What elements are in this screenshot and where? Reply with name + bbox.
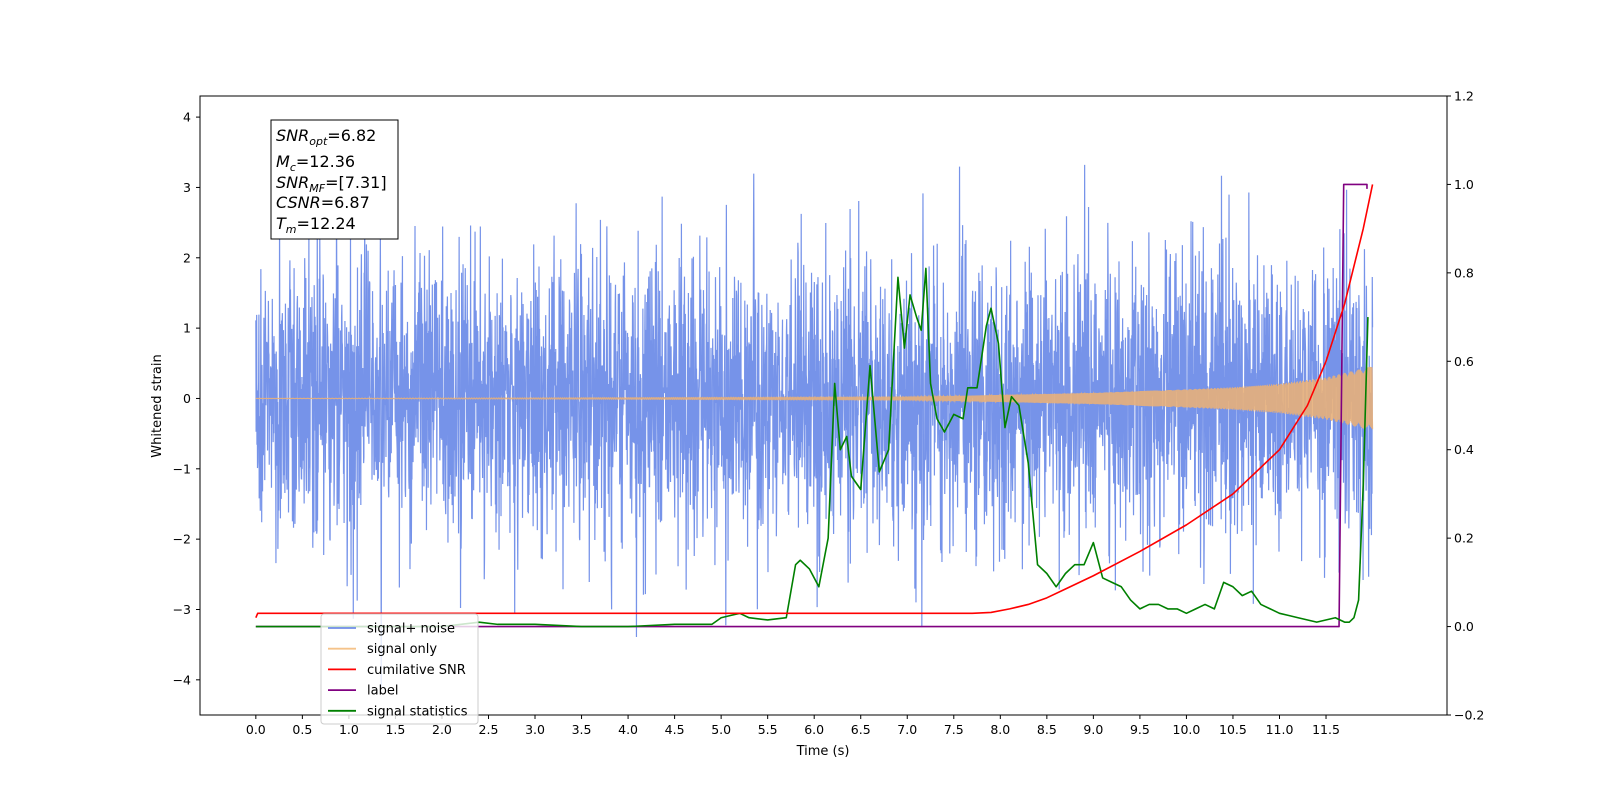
x-tick-label: 7.0 [897, 722, 917, 737]
legend-label: signal statistics [367, 704, 468, 719]
x-axis-label: Time (s) [796, 744, 850, 759]
y2-tick-label: 0.0 [1454, 619, 1474, 634]
x-tick-label: 5.5 [758, 722, 778, 737]
x-tick-label: 3.5 [572, 722, 592, 737]
legend-frame [320, 613, 479, 725]
x-tick-label: 1.5 [385, 722, 405, 737]
x-tick-label: 11.5 [1312, 722, 1340, 737]
x-tick-label: 4.0 [618, 722, 638, 737]
y2-tick-label: 1.2 [1454, 89, 1474, 104]
x-tick-label: 2.5 [479, 722, 499, 737]
info-box-frame [270, 119, 399, 240]
series-line-signal-statistics [255, 267, 1369, 628]
annotation-snr-opt: SNRopt=6.82 [276, 126, 376, 148]
x-tick-label: 6.0 [804, 722, 824, 737]
annotation-csnr: CSNR=6.87 [276, 193, 370, 212]
x-tick-label: 6.5 [851, 722, 871, 737]
x-tick-label: 9.5 [1130, 722, 1150, 737]
y-tick-label: −4 [173, 672, 191, 687]
x-tick-label: 1.0 [339, 722, 359, 737]
y2-tick-label: 0.4 [1454, 442, 1474, 457]
series-line-signal-noise [255, 164, 1374, 687]
plot-frame [199, 95, 1448, 716]
legend-label: signal only [367, 642, 437, 657]
y-tick-label: 3 [183, 180, 191, 195]
y-tick-label: 0 [183, 391, 191, 406]
y-tick-label: 2 [183, 250, 191, 265]
series-line-label [255, 183, 1368, 628]
x-tick-label: 7.5 [944, 722, 964, 737]
y-axis-label: Whitened strain [150, 354, 165, 457]
x-tick-label: 11.0 [1266, 722, 1294, 737]
y-tick-label: 4 [183, 110, 191, 125]
series-line-cumulative-snr [255, 184, 1374, 619]
x-tick-label: 0.5 [292, 722, 312, 737]
legend-label: cumilative SNR [367, 663, 466, 678]
y2-tick-label: 1.0 [1454, 177, 1474, 192]
y-tick-label: −3 [173, 602, 191, 617]
x-tick-label: 5.0 [711, 722, 731, 737]
y-tick-label: 1 [183, 321, 191, 336]
y-tick-label: −2 [173, 532, 191, 547]
x-tick-label: 10.5 [1219, 722, 1247, 737]
annotation-mc: Mc=12.36 [276, 152, 355, 174]
legend: signal+ noise signal only cumilative SNR la… [320, 613, 479, 725]
x-tick-label: 0.0 [246, 722, 266, 737]
x-tick-label: 10.0 [1173, 722, 1201, 737]
y-tick-label: −1 [173, 461, 191, 476]
y2-tick-label: −0.2 [1454, 708, 1484, 723]
x-tick-label: 9.0 [1083, 722, 1103, 737]
y2-tick-label: 0.6 [1454, 354, 1474, 369]
series-line-signal-only [255, 366, 1374, 430]
axes-ticks: 0.0 0.5 1.0 1.5 2.0 2.5 3.0 3.5 4.0 4.5 5.0 5.5 6.0 6… [173, 89, 1485, 738]
legend-label: signal+ noise [367, 622, 455, 637]
x-tick-label: 4.5 [665, 722, 685, 737]
annotation-tm: Tm=12.24 [276, 214, 356, 236]
y2-tick-label: 0.2 [1454, 531, 1474, 546]
x-tick-label: 8.5 [1037, 722, 1057, 737]
x-tick-label: 8.0 [990, 722, 1010, 737]
x-tick-label: 2.0 [432, 722, 452, 737]
legend-label: label [367, 684, 398, 699]
annotation-snr-mf: SNRMF=[7.31] [276, 173, 387, 195]
plot-area [255, 164, 1374, 687]
x-tick-label: 3.0 [525, 722, 545, 737]
y2-tick-label: 0.8 [1454, 265, 1474, 280]
info-box: SNRopt=6.82 Mc=12.36 SNRMF=[7.31] CSNR=6… [270, 119, 399, 240]
